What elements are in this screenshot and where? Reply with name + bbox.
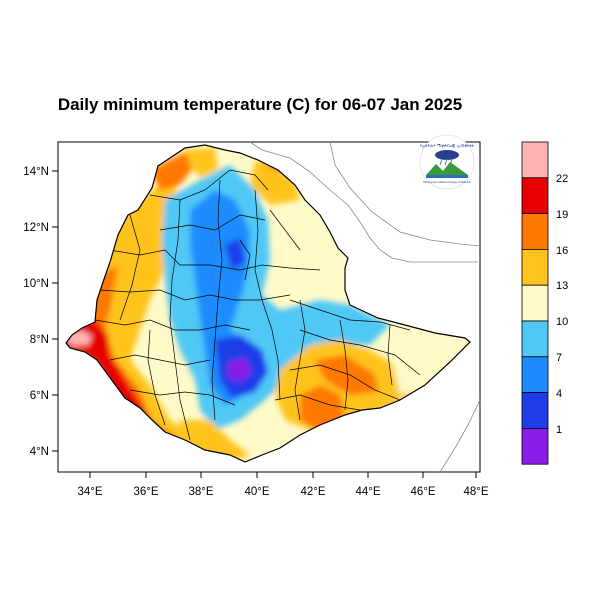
colorbar-swatch — [521, 427, 549, 465]
colorbar-swatch — [521, 141, 549, 179]
colorbar-swatch — [521, 177, 549, 215]
colorbar-swatch — [521, 248, 549, 286]
coastline-somalia — [439, 399, 481, 473]
logo-bottom-text: Ethiopian Meteorology Institute — [423, 180, 470, 184]
colorbar-label: 19 — [556, 209, 568, 221]
lon-tick-label: 44°E — [355, 486, 380, 498]
lat-tick-label: 4°N — [30, 446, 49, 458]
colorbar-label: 22 — [556, 173, 568, 185]
regional-boundaries — [94, 169, 421, 441]
lon-tick-label: 34°E — [77, 486, 102, 498]
lon-tick-label: 36°E — [133, 486, 158, 498]
lon-tick-label: 48°E — [463, 486, 488, 498]
lat-tick-label: 12°N — [23, 222, 49, 234]
lat-tick-label: 8°N — [30, 334, 49, 346]
emi-logo: የኢትዮጵያ ሚቲዎሮሎጂ ኢንስቲትዩት Ethiopian Meteorol… — [419, 134, 475, 190]
colorbar-label: 16 — [556, 245, 568, 257]
lon-tick-label: 38°E — [188, 486, 213, 498]
colorbar-label: 7 — [556, 352, 562, 364]
lat-tick-label: 14°N — [23, 166, 49, 178]
colorbar-label: 10 — [556, 316, 568, 328]
colorbar-swatch — [521, 392, 549, 429]
colorbar-label: 4 — [556, 388, 562, 400]
coastline-red-sea — [249, 141, 478, 263]
colorbar-label: 1 — [556, 424, 562, 436]
colorbar-swatch — [521, 213, 549, 250]
lat-tick-label: 6°N — [30, 390, 49, 402]
colorbar — [521, 141, 549, 465]
mountain-icon — [426, 162, 468, 175]
colorbar-swatch — [521, 284, 549, 322]
lon-ticks — [89, 472, 477, 478]
colorbar-swatch — [521, 356, 549, 393]
lat-ticks — [52, 170, 58, 452]
coastline-arabia — [329, 141, 481, 247]
cloud-icon — [435, 150, 459, 160]
map-title: Daily minimum temperature (C) for 06-07 … — [57, 95, 463, 114]
lon-tick-label: 40°E — [244, 486, 269, 498]
logo-top-text: የኢትዮጵያ ሚቲዎሮሎጂ ኢንስቲትዩት — [420, 143, 475, 148]
lon-tick-label: 42°E — [300, 486, 325, 498]
lat-tick-label: 10°N — [23, 278, 49, 290]
lon-tick-label: 46°E — [410, 486, 435, 498]
colorbar-label: 13 — [556, 280, 568, 292]
colorbar-swatch — [521, 320, 549, 358]
